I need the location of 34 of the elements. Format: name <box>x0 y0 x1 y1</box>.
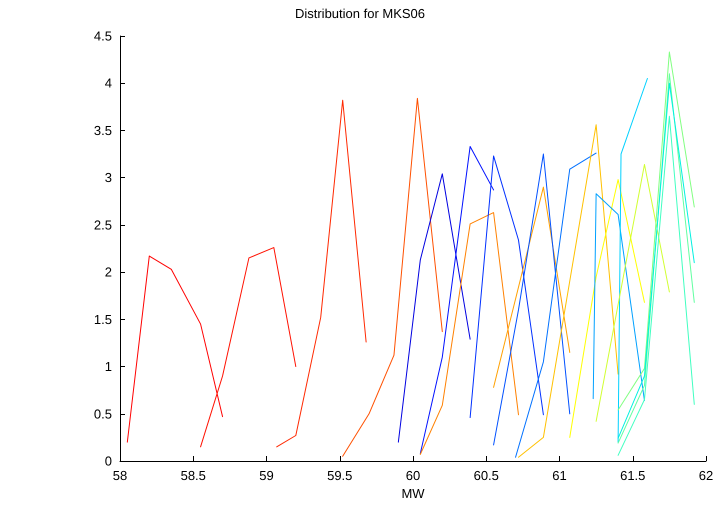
line-series <box>420 212 519 455</box>
x-tick-label: 60.5 <box>474 468 499 483</box>
line-series <box>515 152 597 458</box>
line-series <box>420 146 494 454</box>
x-tick-label: 62 <box>698 468 714 483</box>
line-series <box>126 256 224 443</box>
x-tick-label: 58.5 <box>180 468 206 483</box>
line-series <box>398 173 471 443</box>
line-series <box>200 247 296 448</box>
y-tick-label: 0 <box>104 454 112 468</box>
line-series <box>518 124 619 458</box>
line-series <box>470 155 544 418</box>
y-tick-label: 4.5 <box>94 28 112 44</box>
x-tick-label: 58 <box>112 468 128 483</box>
x-tick-label: 61 <box>552 468 567 483</box>
x-tick-label: 59.5 <box>327 468 352 483</box>
y-tick-label: 1 <box>104 359 112 374</box>
x-tick-label: 60 <box>406 468 420 483</box>
chart-title: Distribution for MKS06 <box>294 6 426 21</box>
y-tick-label: 4 <box>104 76 112 91</box>
y-tick-label: 3 <box>104 170 112 186</box>
x-axis-title: MW <box>401 486 426 501</box>
y-tick-label: 3.5 <box>94 122 112 138</box>
y-tick-label: 1.5 <box>94 312 112 327</box>
y-tick-label: 0.5 <box>94 406 112 422</box>
y-tick-label: 2 <box>104 264 112 280</box>
x-tick-label: 61.5 <box>620 468 646 483</box>
line-series <box>493 154 570 446</box>
line-series <box>276 100 367 448</box>
y-tick-label: 2.5 <box>94 217 112 232</box>
x-tick-label: 59 <box>259 468 274 483</box>
line-series <box>342 98 443 457</box>
line-series <box>569 179 645 438</box>
line-series <box>592 193 645 402</box>
